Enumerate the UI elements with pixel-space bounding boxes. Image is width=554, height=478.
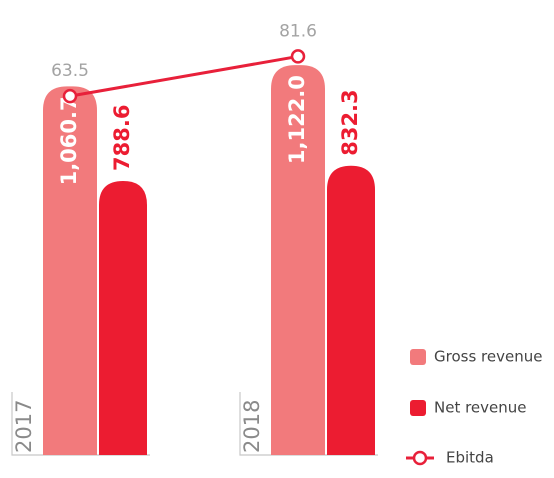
legend-label: Net revenue bbox=[434, 399, 527, 417]
legend-label: Gross revenue bbox=[434, 348, 542, 366]
data-label: 832.3 bbox=[338, 89, 362, 155]
bar bbox=[99, 180, 147, 456]
data-label: 81.6 bbox=[279, 21, 317, 41]
data-label: 788.6 bbox=[110, 105, 134, 171]
line-point bbox=[62, 88, 78, 104]
bar bbox=[43, 86, 97, 456]
line bbox=[69, 54, 299, 98]
bar bbox=[271, 65, 325, 455]
legend-swatch bbox=[412, 450, 428, 466]
line-point bbox=[290, 49, 306, 64]
legend-swatch bbox=[410, 349, 426, 365]
legend-label: Ebitda bbox=[446, 449, 494, 467]
data-label: 1,122.0 bbox=[285, 75, 309, 164]
x-tick-label: 2018 bbox=[240, 400, 264, 453]
data-label: 1,060.7 bbox=[57, 96, 81, 185]
x-tick-label: 2017 bbox=[12, 400, 36, 453]
bar bbox=[327, 165, 375, 455]
data-label: 63.5 bbox=[51, 61, 89, 81]
legend-swatch bbox=[410, 400, 426, 416]
